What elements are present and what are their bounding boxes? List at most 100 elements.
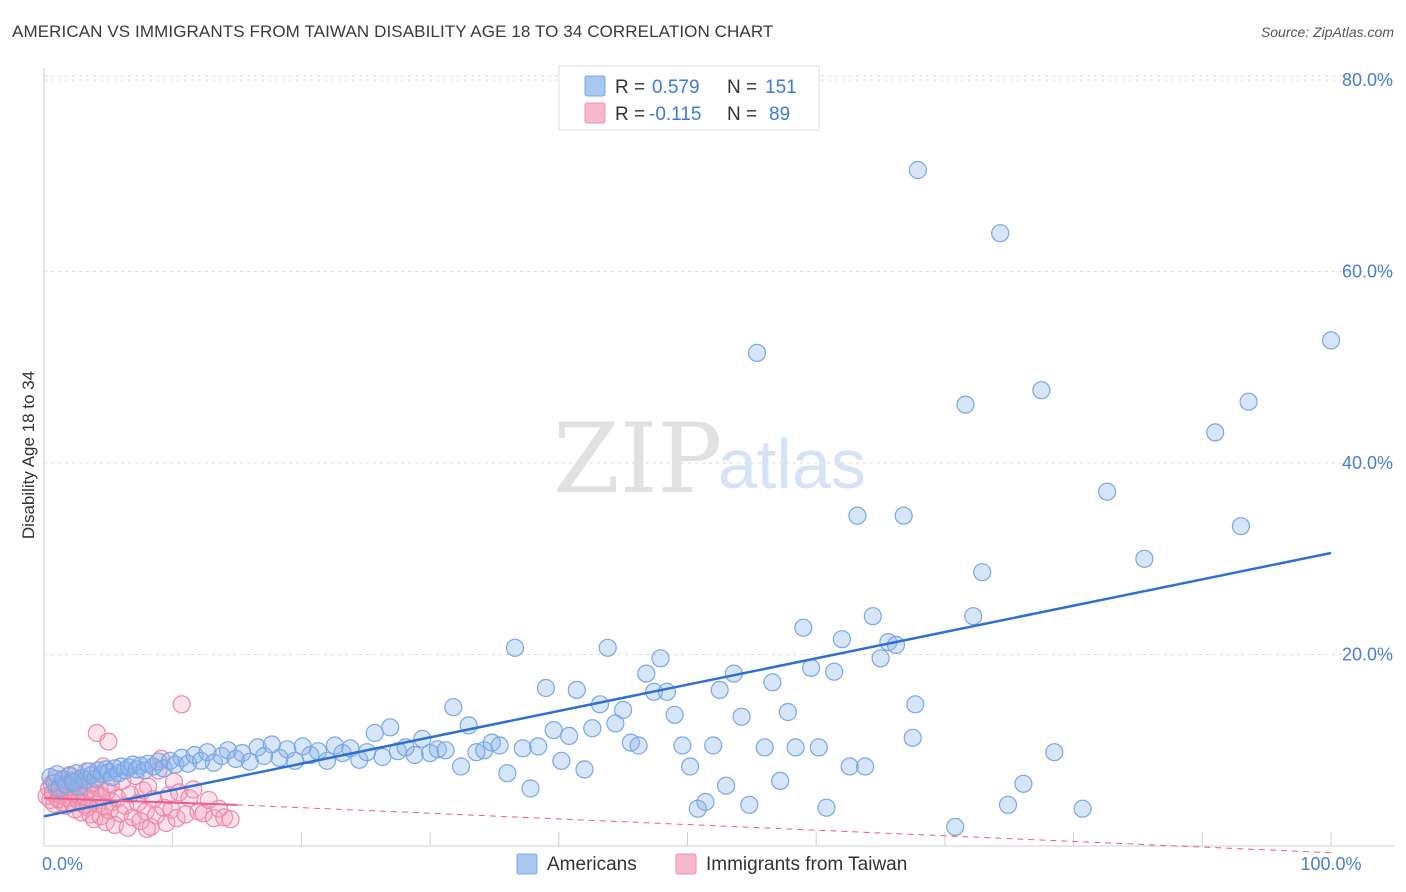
point-americans (552, 751, 571, 770)
watermark-zip: ZIP (553, 403, 722, 515)
bottom-legend-label-taiwan: Immigrants from Taiwan (706, 854, 907, 875)
point-americans (840, 757, 859, 776)
point-americans (863, 607, 882, 626)
point-americans (198, 743, 217, 762)
point-americans (794, 618, 813, 637)
y-tick-label: 40.0% (1342, 453, 1393, 473)
series-americans (41, 160, 1341, 837)
point-taiwan (99, 732, 118, 751)
point-americans (906, 695, 925, 714)
point-americans (956, 395, 975, 414)
legend-swatch-americans (584, 75, 606, 97)
point-americans (771, 771, 790, 791)
point-americans (688, 799, 707, 818)
x-tick-label: 0.0% (42, 854, 83, 874)
x-tick-label: 100.0% (1300, 854, 1361, 874)
point-americans (444, 698, 463, 717)
point-americans (886, 635, 906, 655)
point-americans (832, 630, 852, 649)
watermark-atlas: atlas (718, 425, 866, 503)
point-americans (704, 736, 723, 755)
point-americans (651, 649, 670, 668)
watermark: ZIP atlas (553, 403, 866, 515)
point-americans (848, 506, 867, 525)
trendline-taiwan (43, 797, 238, 806)
y-tick-label: 80.0% (1342, 70, 1393, 90)
trend-layer (43, 551, 1332, 854)
point-americans (64, 773, 83, 792)
bottom-legend-swatch-americans (516, 853, 538, 875)
point-americans (680, 757, 700, 776)
point-americans (521, 779, 540, 798)
point-taiwan (162, 800, 181, 819)
y-tick-label: 60.0% (1342, 262, 1393, 282)
point-americans (567, 680, 586, 700)
bottom-legend-swatch-taiwan (675, 853, 697, 875)
point-americans (1045, 743, 1064, 762)
point-americans (809, 738, 828, 757)
tick-labels: 20.0% 40.0% 60.0% 80.0% 0.0% 100.0% (42, 70, 1393, 874)
point-americans (732, 707, 751, 726)
point-americans (1073, 799, 1092, 818)
legend-n-label-americans: N = (727, 77, 757, 98)
point-americans (710, 680, 729, 700)
point-americans (373, 747, 392, 767)
point-americans (451, 757, 471, 776)
point-americans (817, 798, 836, 817)
point-taiwan (167, 809, 186, 828)
point-taiwan (221, 810, 240, 829)
point-americans (908, 160, 928, 180)
trendline-americans (43, 551, 1332, 818)
point-americans (583, 719, 602, 738)
point-americans (716, 776, 736, 795)
point-americans (1097, 482, 1117, 501)
point-americans (575, 760, 594, 779)
point-americans (1239, 392, 1258, 411)
point-taiwan (157, 813, 176, 833)
point-americans (665, 705, 684, 724)
point-americans (505, 638, 525, 657)
chart-title: AMERICAN VS IMMIGRANTS FROM TAIWAN DISAB… (12, 22, 774, 41)
point-americans (855, 757, 875, 776)
point-taiwan (215, 808, 234, 827)
point-americans (204, 753, 223, 772)
point-americans (964, 607, 983, 626)
legend-r-value-americans: 0.579 (652, 77, 700, 98)
point-americans (1135, 549, 1154, 568)
point-americans (973, 563, 992, 582)
point-americans (763, 673, 782, 692)
point-americans (428, 740, 447, 759)
point-americans (490, 736, 509, 755)
point-americans (1231, 517, 1251, 536)
point-americans (166, 755, 185, 774)
legend-n-label-taiwan: N = (727, 104, 757, 125)
legend-n-value-americans: 151 (765, 77, 797, 98)
chart-source: Source: ZipAtlas.com (1260, 24, 1394, 40)
point-americans (894, 506, 913, 525)
y-tick-label: 20.0% (1342, 645, 1393, 665)
point-americans (629, 736, 648, 755)
point-americans (786, 738, 805, 757)
point-americans (544, 720, 563, 740)
point-americans (657, 682, 677, 701)
point-americans (154, 759, 173, 778)
legend-r-value-taiwan: -0.115 (649, 104, 701, 125)
point-americans (606, 714, 625, 733)
bottom-legend-label-americans: Americans (547, 854, 637, 875)
legend-n-value-taiwan: 89 (769, 104, 790, 125)
series-legend: Americans Immigrants from Taiwan (516, 853, 907, 875)
point-americans (1206, 423, 1225, 442)
point-americans (613, 700, 633, 720)
point-americans (755, 738, 774, 757)
point-americans (1032, 381, 1051, 400)
point-americans (778, 702, 798, 722)
point-americans (1321, 331, 1341, 350)
point-americans (598, 638, 617, 657)
legend-r-label-americans: R = (615, 77, 645, 98)
point-americans (871, 649, 890, 668)
point-americans (946, 817, 965, 837)
point-taiwan (91, 807, 110, 826)
point-taiwan (172, 695, 191, 714)
legend-swatch-taiwan (584, 102, 606, 124)
point-americans (991, 224, 1010, 243)
